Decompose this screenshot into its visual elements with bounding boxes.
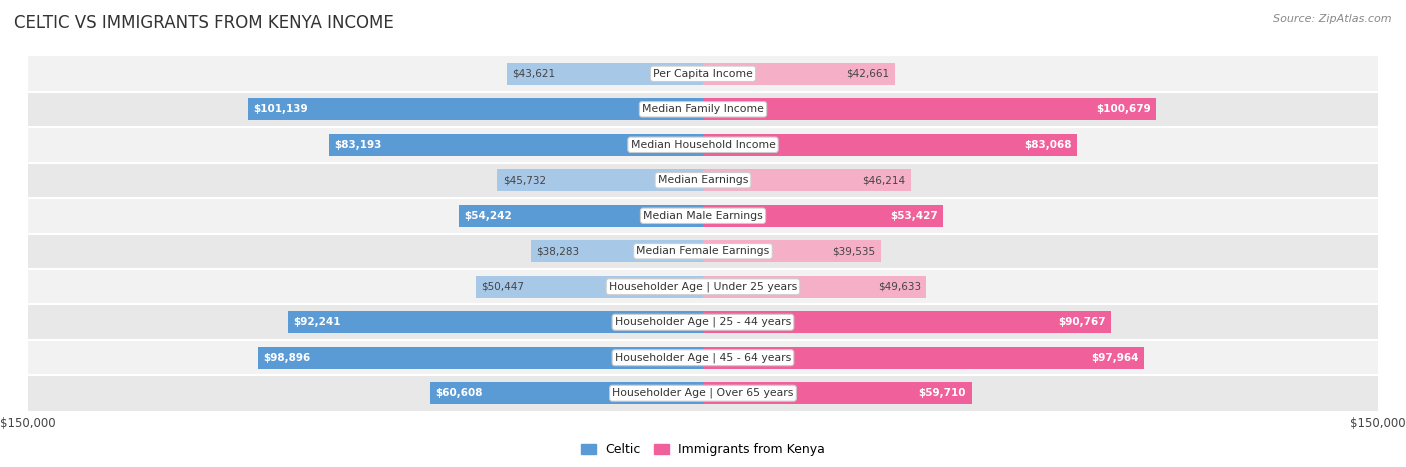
Bar <box>703 382 972 404</box>
Text: $90,767: $90,767 <box>1059 317 1107 327</box>
Text: $59,710: $59,710 <box>918 388 966 398</box>
Bar <box>498 169 703 191</box>
Bar <box>28 340 1378 375</box>
Bar <box>703 311 1111 333</box>
Bar <box>28 304 1378 340</box>
Text: Householder Age | 45 - 64 years: Householder Age | 45 - 64 years <box>614 353 792 363</box>
Text: Median Family Income: Median Family Income <box>643 104 763 114</box>
Bar <box>477 276 703 298</box>
Bar <box>430 382 703 404</box>
Text: $38,283: $38,283 <box>536 246 579 256</box>
Bar <box>28 92 1378 127</box>
Bar <box>703 276 927 298</box>
Text: Householder Age | Over 65 years: Householder Age | Over 65 years <box>612 388 794 398</box>
Text: $92,241: $92,241 <box>294 317 340 327</box>
Text: $39,535: $39,535 <box>832 246 876 256</box>
Text: Median Household Income: Median Household Income <box>630 140 776 150</box>
Text: $101,139: $101,139 <box>253 104 308 114</box>
Bar <box>28 269 1378 304</box>
Bar <box>703 347 1143 369</box>
Text: $45,732: $45,732 <box>502 175 546 185</box>
Text: $98,896: $98,896 <box>263 353 311 363</box>
Text: $42,661: $42,661 <box>846 69 890 79</box>
Text: $50,447: $50,447 <box>481 282 524 292</box>
Bar <box>329 134 703 156</box>
Text: $54,242: $54,242 <box>464 211 512 221</box>
Bar <box>288 311 703 333</box>
Bar <box>703 98 1156 120</box>
Text: Per Capita Income: Per Capita Income <box>652 69 754 79</box>
Bar <box>28 375 1378 411</box>
Text: $60,608: $60,608 <box>436 388 484 398</box>
Text: $83,193: $83,193 <box>335 140 381 150</box>
Text: Householder Age | 25 - 44 years: Householder Age | 25 - 44 years <box>614 317 792 327</box>
Bar <box>259 347 703 369</box>
Bar <box>703 240 882 262</box>
Text: $53,427: $53,427 <box>890 211 938 221</box>
Bar <box>458 205 703 227</box>
Text: Source: ZipAtlas.com: Source: ZipAtlas.com <box>1274 14 1392 24</box>
Bar <box>530 240 703 262</box>
Text: Median Male Earnings: Median Male Earnings <box>643 211 763 221</box>
Bar <box>28 234 1378 269</box>
Bar <box>703 205 943 227</box>
Bar <box>703 63 896 85</box>
Text: $46,214: $46,214 <box>862 175 905 185</box>
Bar <box>28 127 1378 163</box>
Text: $100,679: $100,679 <box>1095 104 1150 114</box>
Bar <box>28 56 1378 92</box>
Text: $43,621: $43,621 <box>512 69 555 79</box>
Text: $83,068: $83,068 <box>1024 140 1071 150</box>
Text: $97,964: $97,964 <box>1091 353 1139 363</box>
Bar <box>28 198 1378 234</box>
Bar <box>703 134 1077 156</box>
Bar <box>28 163 1378 198</box>
Bar <box>506 63 703 85</box>
Text: Median Female Earnings: Median Female Earnings <box>637 246 769 256</box>
Text: CELTIC VS IMMIGRANTS FROM KENYA INCOME: CELTIC VS IMMIGRANTS FROM KENYA INCOME <box>14 14 394 32</box>
Text: Householder Age | Under 25 years: Householder Age | Under 25 years <box>609 282 797 292</box>
Legend: Celtic, Immigrants from Kenya: Celtic, Immigrants from Kenya <box>575 439 831 461</box>
Bar <box>703 169 911 191</box>
Bar <box>247 98 703 120</box>
Text: $49,633: $49,633 <box>877 282 921 292</box>
Text: Median Earnings: Median Earnings <box>658 175 748 185</box>
